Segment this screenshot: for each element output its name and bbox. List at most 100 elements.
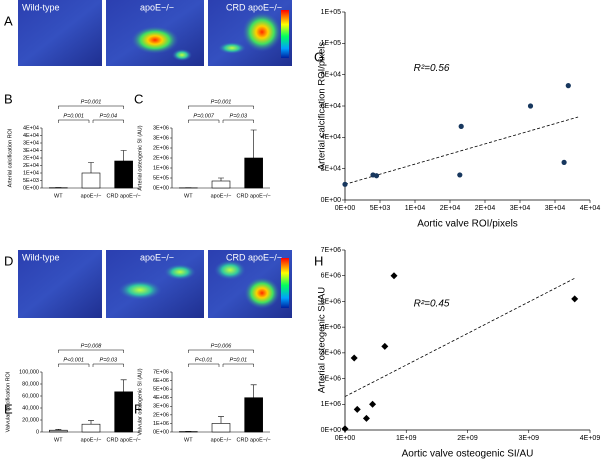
image <box>18 250 102 318</box>
y-tick-label: 4E+04 <box>321 134 342 141</box>
x-tick-label: 0E+00 <box>335 205 356 212</box>
panel-letter: F <box>134 401 142 416</box>
point <box>561 159 567 165</box>
y-tick-label: 4E+06 <box>321 324 342 331</box>
point <box>458 123 464 129</box>
x-tick-label: 0E+00 <box>335 435 356 442</box>
y-tick-label: 6E+06 <box>153 378 169 384</box>
error-bar <box>120 379 127 392</box>
y-tick-label: 0E+00 <box>23 185 39 191</box>
trendline <box>344 277 575 397</box>
y-tick-label: 60,000 <box>22 393 39 399</box>
bar <box>81 423 101 433</box>
point <box>381 342 389 350</box>
image-label: Wild-type <box>22 2 60 12</box>
signal <box>131 26 179 54</box>
significance-label: P=0.04 <box>100 113 118 119</box>
y-tick-label: 2E+06 <box>153 155 169 161</box>
signal <box>164 264 196 280</box>
significance-label: P=0.001 <box>211 99 232 105</box>
significance-label: P=0.001 <box>63 113 84 119</box>
annotation: R²=0.45 <box>414 299 450 310</box>
y-tick-label: 4E+04 <box>23 125 39 131</box>
panel-letter: E <box>4 401 13 416</box>
point <box>390 272 398 280</box>
error-bar <box>88 162 94 173</box>
y-tick-label: 0E+00 <box>321 427 342 434</box>
significance-bracket <box>92 119 124 123</box>
y-tick-label: 8E+04 <box>321 72 342 79</box>
y-tick-label: 5E+06 <box>153 387 169 393</box>
x-axis-label: Aortic valve osteogenic SI/AU <box>402 449 534 460</box>
y-tick-label: 1E+05 <box>321 9 342 16</box>
x-tick-label: 2E+04 <box>475 205 496 212</box>
x-tick-label: CRD apoE−/− <box>237 437 271 443</box>
significance-label: P=0.01 <box>230 357 248 363</box>
y-tick-label: 3E+06 <box>153 125 169 131</box>
image-label: apoE−/− <box>140 2 174 12</box>
y-tick-label: 20,000 <box>22 417 39 423</box>
x-tick-label: apoE−/− <box>81 437 102 443</box>
x-axis-label: Aortic valve ROI/pixels <box>417 219 518 230</box>
x-tick-label: CRD apoE−/− <box>107 193 141 199</box>
signal <box>242 12 282 52</box>
panel-letter: D <box>4 253 13 268</box>
y-tick-label: 80,000 <box>22 381 39 387</box>
error-bar <box>250 384 257 398</box>
point <box>527 103 534 109</box>
y-tick-label: 7E+06 <box>153 369 169 375</box>
y-tick-label: 4E+06 <box>153 395 169 401</box>
x-tick-label: apoE−/− <box>81 193 102 199</box>
significance-bracket <box>58 349 124 353</box>
y-tick-label: 5E+03 <box>23 178 39 184</box>
signal <box>214 260 246 280</box>
error-bar <box>250 129 257 158</box>
x-tick-label: 3E+04 <box>545 205 566 212</box>
panel-letter: A <box>4 13 13 28</box>
point <box>373 173 380 179</box>
significance-bracket <box>188 105 254 109</box>
panel-letter: G <box>314 49 324 64</box>
y-tick-label: 2E+06 <box>153 412 169 418</box>
significance-bracket <box>222 363 254 367</box>
y-tick-label: 3E+04 <box>23 140 39 146</box>
bar <box>114 160 133 189</box>
point <box>342 181 348 187</box>
y-tick-label: 6E+04 <box>321 103 342 110</box>
error-bar <box>55 429 62 431</box>
y-tick-label: 2E+04 <box>321 166 342 173</box>
bar <box>211 180 231 189</box>
y-axis-label: Valvular calcification ROI <box>5 371 11 432</box>
significance-bracket <box>58 119 90 123</box>
y-tick-label: 7E+06 <box>321 247 342 254</box>
x-tick-label: 2E+09 <box>457 435 478 442</box>
y-tick-label: 3E+06 <box>321 350 342 357</box>
x-tick-label: WT <box>54 437 63 443</box>
bar <box>81 172 101 189</box>
significance-label: P=0.007 <box>193 113 215 119</box>
color-bar <box>281 258 289 308</box>
x-tick-label: 3E+04 <box>510 205 531 212</box>
image-label: Wild-type <box>22 252 60 262</box>
significance-label: P<0.001 <box>63 357 84 363</box>
panel-letter: H <box>314 253 323 268</box>
image-label: apoE−/− <box>140 252 174 262</box>
bar <box>244 397 263 433</box>
signal <box>218 42 246 54</box>
x-tick-label: apoE−/− <box>211 437 232 443</box>
signal <box>172 49 192 61</box>
trendline <box>344 116 579 185</box>
y-axis-label: Arterial osteogenic SI (AU) <box>137 125 143 190</box>
point <box>457 172 463 178</box>
image-row-a <box>18 0 292 66</box>
point <box>565 83 571 89</box>
image-label: CRD apoE−/− <box>226 252 282 262</box>
y-tick-label: 6E+06 <box>321 273 342 280</box>
significance-label: P<0.01 <box>195 357 213 363</box>
significance-label: P=0.001 <box>81 99 102 105</box>
point <box>341 425 349 433</box>
y-tick-label: 2E+06 <box>153 145 169 151</box>
significance-bracket <box>188 363 220 367</box>
x-tick-label: apoE−/− <box>211 193 232 199</box>
